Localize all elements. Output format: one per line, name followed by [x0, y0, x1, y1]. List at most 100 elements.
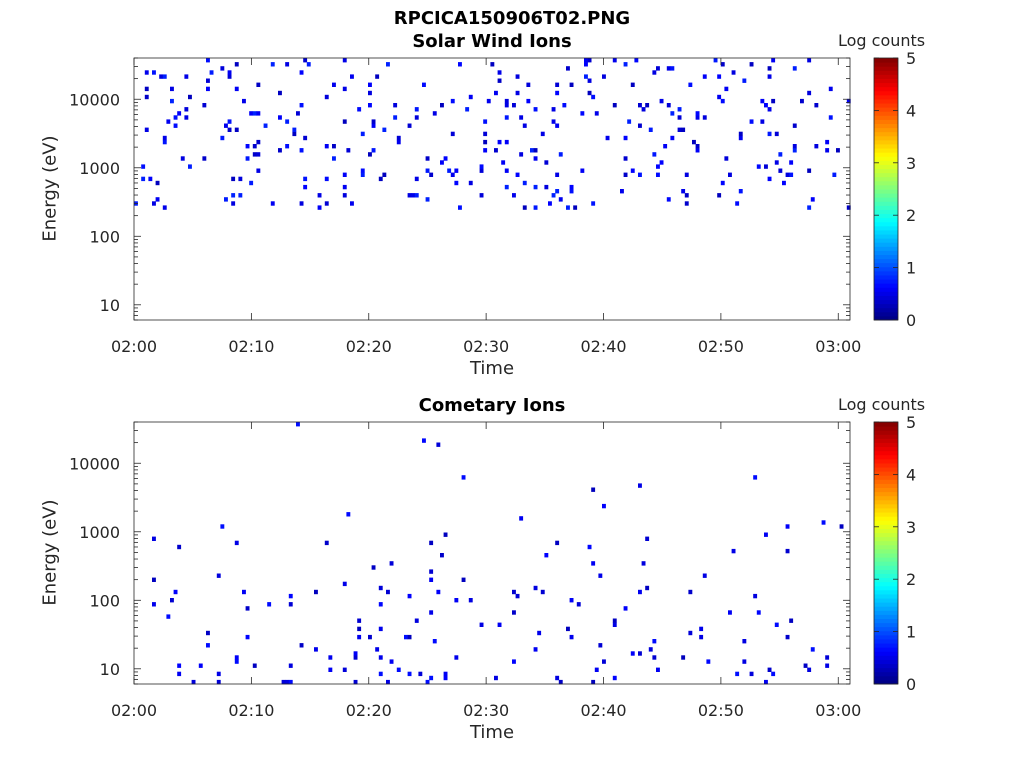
spectrogram-cell	[666, 197, 671, 202]
colorbar: 0 1 2 3 4 5	[873, 413, 916, 694]
y-tick-label: 10	[100, 296, 120, 315]
colorbar-segment	[874, 180, 898, 186]
colorbar-segment	[874, 209, 898, 215]
spectrogram-cell	[177, 663, 182, 668]
spectrogram-cell	[504, 98, 509, 104]
colorbar-segment	[874, 234, 898, 239]
colorbar-segment	[874, 442, 898, 448]
colorbar-segment	[874, 507, 898, 513]
spectrogram-cell	[836, 148, 840, 153]
spectrogram-cell	[663, 144, 668, 149]
spectrogram-cell	[623, 172, 628, 177]
x-tick-label: 02:40	[580, 701, 626, 720]
spectrogram-cell	[497, 139, 502, 145]
spectrogram-cell	[515, 90, 520, 96]
spectrogram-cell	[645, 585, 650, 591]
spectrogram-cell	[504, 139, 509, 145]
spectrogram-cell	[141, 164, 146, 169]
spectrogram-cell	[288, 663, 293, 668]
spectrogram-cell	[846, 98, 851, 104]
colorbar-segment	[874, 139, 898, 145]
spectrogram-cell	[792, 144, 797, 149]
spectrogram-cell	[828, 115, 833, 120]
spectrogram-cell	[504, 115, 509, 120]
spectrogram-cell	[407, 634, 412, 640]
spectrogram-cell	[144, 70, 149, 75]
spectrogram-cell	[749, 671, 754, 677]
spectrogram-cell	[155, 197, 160, 202]
spectrogram-cell	[404, 634, 408, 640]
spectrogram-cell	[342, 581, 347, 587]
spectrogram-cell	[587, 58, 592, 63]
spectrogram-cell	[814, 103, 819, 108]
spectrogram-cell	[594, 111, 599, 116]
spectrogram-cell	[612, 618, 617, 623]
spectrogram-cell	[807, 205, 812, 210]
colorbar-segment	[874, 679, 898, 685]
x-tick-label: 02:20	[346, 701, 392, 720]
spectrogram-cell	[278, 148, 282, 153]
colorbar-segment	[874, 499, 898, 505]
colorbar-segment	[874, 606, 898, 611]
spectrogram-cell	[184, 74, 189, 79]
spectrogram-cell	[569, 189, 574, 194]
spectrogram-cell	[306, 62, 311, 67]
spectrogram-cell	[152, 201, 156, 206]
spectrogram-cell	[638, 483, 642, 488]
spectrogram-cell	[652, 655, 657, 660]
colorbar-segment	[874, 462, 898, 468]
spectrogram-cell	[375, 74, 380, 79]
spectrogram-cell	[231, 201, 236, 206]
spectrogram-cell	[357, 626, 362, 632]
spectrogram-cell	[245, 144, 250, 149]
spectrogram-cell	[252, 663, 257, 668]
colorbar-segment	[874, 454, 898, 460]
spectrogram-cell	[303, 58, 308, 63]
colorbar-tick-label: 5	[906, 49, 916, 68]
colorbar-segment	[874, 299, 898, 305]
spectrogram-cell	[346, 148, 351, 153]
spectrogram-cell	[386, 589, 390, 595]
spectrogram-cell	[551, 107, 556, 112]
colorbar-segment	[874, 675, 898, 681]
spectrogram-cell	[764, 103, 768, 108]
spectrogram-cell	[162, 74, 167, 79]
spectrogram-cell	[742, 78, 747, 83]
spectrogram-cell	[483, 119, 488, 124]
spectrogram-cell	[620, 189, 624, 194]
spectrogram-cell	[296, 111, 300, 116]
colorbar-tick-label: 5	[906, 413, 916, 432]
spectrogram-cell	[357, 634, 362, 640]
spectrogram-cell	[753, 593, 758, 599]
spectrogram-cell	[141, 176, 146, 182]
spectrogram-cell	[396, 139, 401, 145]
spectrogram-cell	[278, 90, 282, 96]
colorbar-tick-label: 3	[906, 518, 916, 537]
colorbar-segment	[874, 156, 898, 161]
colorbar-tick-label: 1	[906, 259, 916, 278]
spectrogram-cell	[566, 66, 570, 71]
spectrogram-cell	[386, 679, 390, 685]
colorbar-segment	[874, 614, 898, 619]
spectrogram-cell	[263, 123, 268, 128]
colorbar-segment	[874, 516, 898, 521]
spectrogram-cell	[555, 90, 560, 96]
colorbar-segment	[874, 242, 898, 247]
spectrogram-cell	[177, 671, 182, 677]
y-tick-label: 100	[89, 227, 120, 246]
spectrogram-cell	[807, 667, 812, 672]
spectrogram-cell	[483, 131, 488, 137]
spectrogram-cell	[512, 193, 516, 198]
colorbar-segment	[874, 111, 898, 116]
panel-title-cometary: Cometary Ions	[418, 395, 566, 416]
spectrogram-cell	[332, 82, 336, 87]
spectrogram-cell	[792, 148, 797, 153]
colorbar-segment	[874, 520, 898, 525]
spectrogram-cell	[767, 74, 772, 79]
spectrogram-cell	[173, 589, 178, 595]
spectrogram-cell	[731, 548, 736, 554]
colorbar-segment	[874, 491, 898, 497]
spectrogram-cell	[645, 103, 650, 108]
colorbar-segment	[874, 287, 898, 292]
